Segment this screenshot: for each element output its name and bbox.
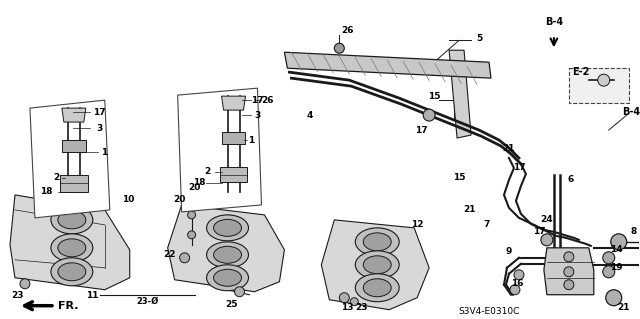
Text: 20: 20: [173, 196, 186, 204]
Polygon shape: [30, 100, 110, 218]
Ellipse shape: [355, 228, 399, 256]
Text: 22: 22: [163, 250, 176, 259]
Polygon shape: [220, 167, 248, 182]
Text: 23-Ø: 23-Ø: [136, 297, 159, 306]
Circle shape: [510, 285, 520, 295]
Polygon shape: [60, 175, 88, 192]
Text: FR.: FR.: [58, 301, 78, 311]
Text: 25: 25: [225, 300, 238, 309]
Text: 21: 21: [618, 303, 630, 312]
Polygon shape: [544, 248, 594, 295]
Circle shape: [564, 267, 574, 277]
Polygon shape: [221, 96, 246, 110]
Polygon shape: [284, 52, 491, 78]
Ellipse shape: [58, 211, 86, 229]
Text: 26: 26: [341, 26, 353, 35]
Circle shape: [541, 234, 553, 246]
Text: 18: 18: [193, 178, 206, 188]
Ellipse shape: [214, 269, 241, 286]
Polygon shape: [10, 195, 130, 290]
Text: 17: 17: [415, 126, 428, 135]
Text: B-4: B-4: [621, 107, 640, 117]
Text: 1: 1: [100, 147, 107, 157]
Circle shape: [234, 287, 244, 297]
Ellipse shape: [355, 274, 399, 302]
Text: B-4: B-4: [545, 17, 563, 27]
Circle shape: [564, 280, 574, 290]
Ellipse shape: [207, 265, 248, 291]
Ellipse shape: [214, 219, 241, 236]
Circle shape: [188, 211, 196, 219]
Ellipse shape: [51, 258, 93, 286]
Text: 24: 24: [541, 215, 553, 224]
Text: 11: 11: [86, 291, 98, 300]
Text: 17: 17: [513, 163, 525, 173]
Ellipse shape: [207, 215, 248, 241]
Text: 14: 14: [611, 245, 623, 254]
Text: 23: 23: [355, 303, 367, 312]
Text: 17: 17: [532, 227, 545, 236]
Text: 15: 15: [428, 92, 440, 100]
Text: 3: 3: [254, 111, 260, 120]
Ellipse shape: [51, 206, 93, 234]
Text: 12: 12: [411, 220, 424, 229]
Circle shape: [611, 234, 627, 250]
Ellipse shape: [207, 242, 248, 268]
Circle shape: [564, 252, 574, 262]
Text: 9: 9: [506, 247, 512, 256]
Circle shape: [339, 293, 349, 303]
Text: 7: 7: [484, 220, 490, 229]
Text: S3V4-E0310C: S3V4-E0310C: [458, 307, 520, 316]
Text: E-2: E-2: [572, 67, 589, 77]
Text: 17: 17: [251, 96, 264, 105]
Polygon shape: [221, 132, 246, 144]
Circle shape: [514, 270, 524, 280]
Text: 6: 6: [568, 175, 574, 184]
Text: 3: 3: [97, 123, 103, 133]
Polygon shape: [168, 205, 284, 292]
Circle shape: [334, 43, 344, 53]
Ellipse shape: [355, 251, 399, 279]
Text: 2: 2: [204, 167, 211, 176]
Text: 15: 15: [453, 174, 465, 182]
Ellipse shape: [58, 239, 86, 257]
Polygon shape: [62, 108, 86, 122]
Bar: [569, 68, 628, 103]
Text: 1: 1: [248, 136, 255, 145]
Polygon shape: [178, 88, 262, 212]
Text: 2: 2: [52, 174, 59, 182]
Circle shape: [20, 279, 30, 289]
Ellipse shape: [364, 279, 391, 297]
Ellipse shape: [364, 233, 391, 251]
Circle shape: [606, 290, 621, 306]
Polygon shape: [62, 140, 86, 152]
Circle shape: [423, 109, 435, 121]
Text: 8: 8: [630, 227, 637, 236]
Polygon shape: [321, 220, 429, 310]
Text: 16: 16: [511, 279, 523, 288]
Circle shape: [598, 74, 610, 86]
Text: 5: 5: [476, 34, 482, 43]
Circle shape: [180, 253, 189, 263]
Text: 20: 20: [188, 183, 201, 192]
Text: 23: 23: [12, 291, 24, 300]
Text: 21: 21: [502, 144, 515, 152]
Text: 19: 19: [611, 263, 623, 272]
Ellipse shape: [214, 246, 241, 263]
Ellipse shape: [58, 263, 86, 281]
Circle shape: [603, 252, 615, 264]
Circle shape: [350, 298, 358, 306]
Ellipse shape: [51, 234, 93, 262]
Text: 26: 26: [261, 96, 274, 105]
Polygon shape: [449, 50, 471, 138]
Text: 21: 21: [463, 205, 476, 214]
Text: 18: 18: [40, 188, 52, 197]
Circle shape: [603, 266, 615, 278]
Text: 10: 10: [122, 196, 134, 204]
Text: 13: 13: [341, 303, 353, 312]
Circle shape: [188, 231, 196, 239]
Ellipse shape: [364, 256, 391, 274]
Text: 17: 17: [93, 108, 106, 117]
Text: 4: 4: [306, 111, 312, 120]
